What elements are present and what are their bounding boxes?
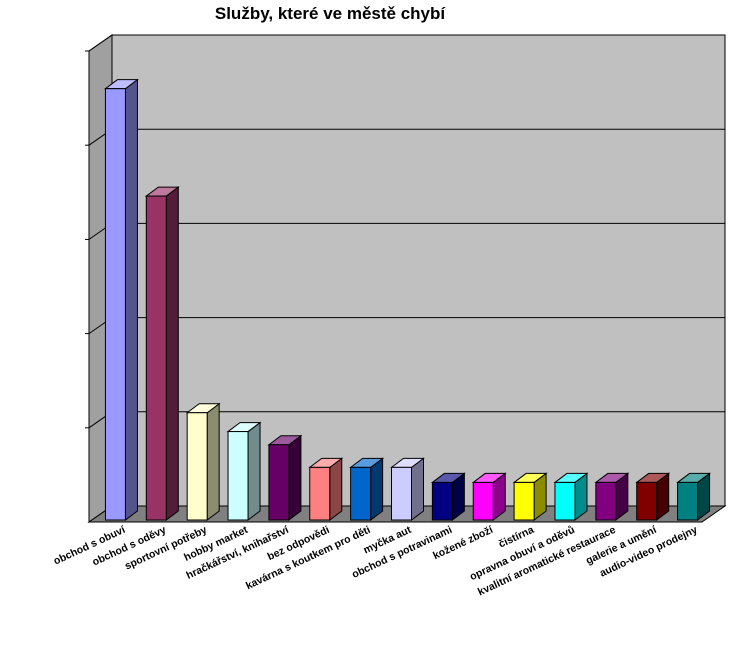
bar-front [227,431,249,521]
bar-front [104,88,126,521]
bar [226,421,262,522]
bar-front [309,466,331,521]
bar [103,78,139,521]
bar [471,472,507,521]
bar-side [247,421,261,522]
bar-side [370,457,384,521]
bar-front [186,412,208,521]
bar [349,457,385,521]
bar-front [145,195,167,521]
bar [676,472,712,521]
bar-side [124,78,138,521]
bar-front [513,481,535,521]
bar [144,186,180,521]
bar-side [165,186,179,521]
bar [430,472,466,521]
bar [594,472,630,521]
bar-side [411,457,424,521]
bar-side [329,457,343,521]
bar [390,457,425,521]
bar-side [206,402,220,521]
bar-front [554,481,576,521]
bar-front [677,481,699,521]
bar [267,434,303,521]
bar [185,402,221,521]
bar [553,472,589,521]
bar-front [595,481,617,521]
bar-side [288,434,302,521]
bar [635,472,671,521]
bar-front [391,466,412,521]
bar-front [350,466,372,521]
bar-front [636,481,658,521]
gridline-side [88,34,113,52]
bar-front [431,481,453,521]
bar-front [472,481,494,521]
bar [308,457,344,521]
bar-front [268,444,290,521]
chart-title: Služby, které ve městě chybí [214,4,446,23]
bar [512,472,548,521]
